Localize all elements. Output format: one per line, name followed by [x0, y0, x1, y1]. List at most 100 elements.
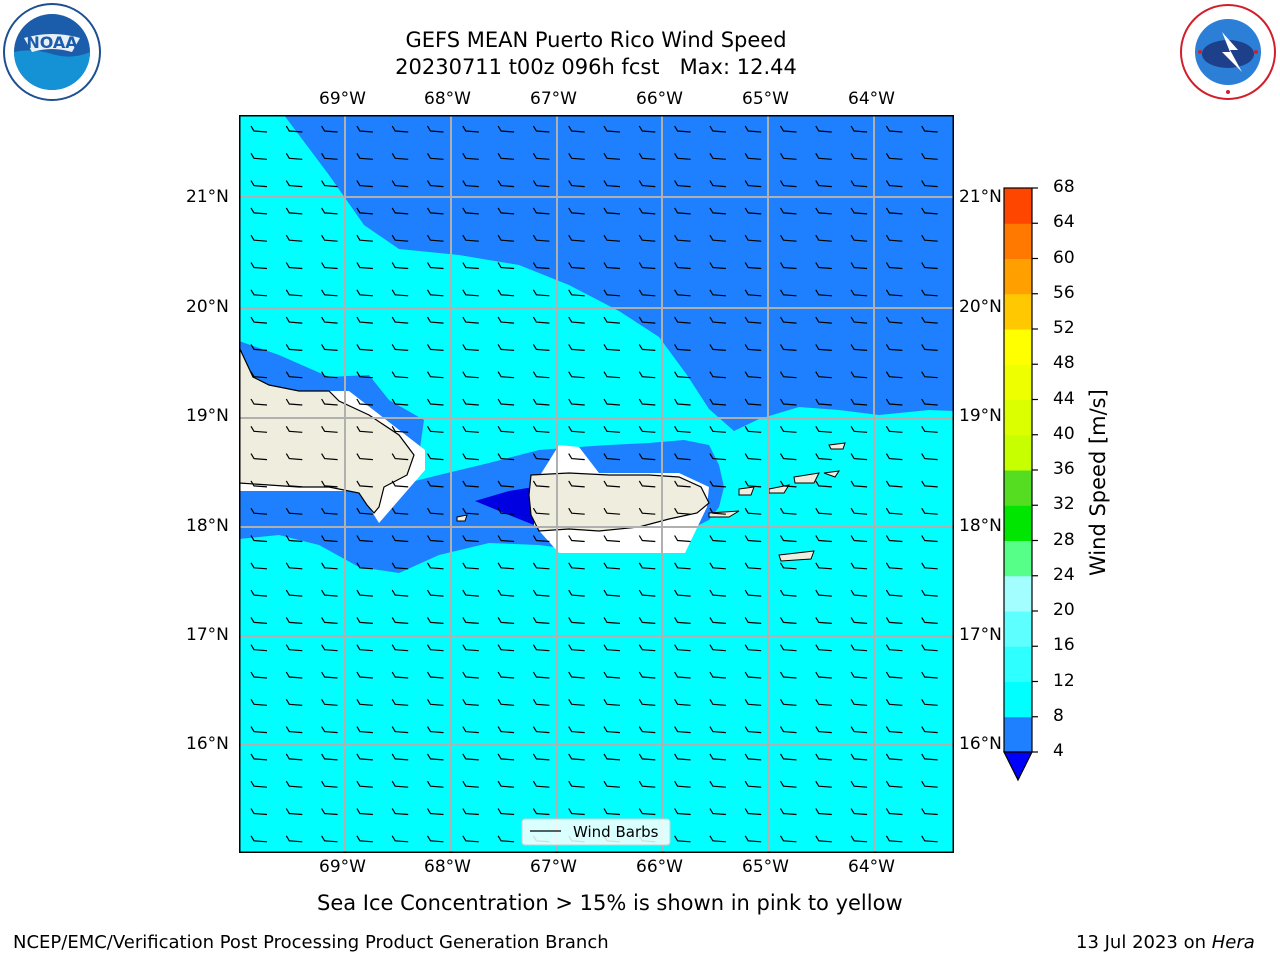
wind-barb [497, 507, 515, 515]
wind-barb [462, 726, 479, 734]
wind-barb [603, 371, 621, 379]
wind-barb [674, 371, 691, 379]
wind-barb [356, 507, 373, 515]
wind-barb [250, 835, 268, 843]
wind-barb [815, 644, 832, 652]
wind-barb [497, 835, 515, 843]
wind-barb [815, 535, 832, 543]
wind-barb [885, 617, 903, 624]
wind-barb [921, 344, 938, 351]
wind-barb [921, 234, 938, 242]
wind-barb [779, 289, 797, 297]
colorbar-segment [1004, 470, 1032, 506]
wind-barb [285, 289, 303, 297]
wind-barb [321, 207, 338, 215]
wind-barb [815, 180, 832, 188]
colorbar-segment [1004, 646, 1032, 682]
wind-barb [321, 698, 338, 706]
colorbar-tick-label: 8 [1053, 705, 1064, 726]
wind-barb [285, 780, 303, 788]
wind-barb [532, 344, 550, 351]
wind-barb [321, 398, 338, 406]
wind-barb [321, 453, 338, 461]
wind-barb [391, 344, 409, 351]
wind-barb [568, 589, 585, 597]
wind-barbs [250, 125, 938, 843]
wind-barb [462, 207, 479, 215]
wind-barb [921, 289, 938, 297]
wind-barb [850, 726, 868, 734]
wind-barb [638, 289, 656, 297]
wind-barb [426, 562, 444, 570]
wind-barb [674, 344, 691, 351]
wind-barb [850, 398, 868, 406]
wind-barb [497, 207, 515, 215]
wind-barb [321, 344, 338, 351]
wind-barb [709, 780, 726, 788]
colorbar-tick-label: 68 [1053, 177, 1075, 197]
wind-barb [744, 589, 762, 597]
wind-barb [426, 453, 444, 461]
wind-barb [462, 234, 479, 242]
wind-barb [391, 644, 409, 652]
lat-label-left: 20°N [186, 297, 229, 317]
wind-barb [815, 808, 832, 816]
wind-barb [426, 207, 444, 215]
wind-barb [850, 644, 868, 652]
colorbar-tick-label: 60 [1053, 247, 1075, 268]
wind-barb [497, 698, 515, 706]
wind-barb [744, 808, 762, 816]
wind-barb [921, 125, 938, 133]
wind-barb [674, 180, 691, 188]
wind-barbs-legend: Wind Barbs [521, 818, 671, 846]
wind-barb [921, 480, 938, 488]
sea-ice-note: Sea Ice Concentration > 15% is shown in … [317, 891, 903, 915]
wind-barb [391, 698, 409, 706]
lon-label-bottom: 65°W [742, 857, 789, 877]
wind-barb [815, 480, 832, 488]
graticule [239, 115, 954, 853]
wind-barb [638, 808, 656, 816]
wind-barb [285, 507, 303, 515]
wind-barb [391, 262, 409, 270]
wind-barb [744, 535, 762, 543]
wind-barb [568, 453, 585, 461]
wind-barb [391, 234, 409, 242]
wind-barb [603, 671, 621, 679]
wind-barb [285, 180, 303, 188]
wind-barb [779, 835, 797, 843]
wind-barb [921, 180, 938, 188]
wind-barb [709, 207, 726, 215]
wind-barb [426, 698, 444, 706]
colorbar-tick-label: 64 [1053, 212, 1075, 233]
map-frame [239, 115, 954, 853]
lat-label-left: 21°N [186, 187, 229, 207]
wind-barb [568, 644, 585, 652]
wind-barb [850, 453, 868, 461]
wind-barb [285, 398, 303, 406]
virgin-islands-land [738, 486, 755, 496]
virgin-gorda-land [793, 472, 820, 484]
wind-barb [674, 562, 691, 570]
wind-barb [744, 289, 762, 297]
wind-barb [850, 698, 868, 706]
wind-barb [744, 480, 762, 488]
wind-barb [638, 698, 656, 706]
wind-barb [285, 453, 303, 461]
wind-barb [709, 562, 726, 570]
wind-barb [744, 726, 762, 734]
wind-barb [885, 152, 903, 160]
colorbar-tick-label: 12 [1053, 670, 1075, 691]
wind-barb [709, 535, 726, 543]
wind-barb [321, 617, 338, 624]
wind-barb [426, 425, 444, 433]
wind-barb [709, 152, 726, 160]
wind-barb [497, 125, 515, 133]
wind-barb [250, 371, 268, 379]
wind-barb [779, 726, 797, 734]
wind-barb [285, 316, 303, 324]
lon-label-top: 66°W [636, 89, 683, 109]
wind-barb [356, 207, 373, 215]
wind-barb [779, 180, 797, 188]
wind-barb [674, 152, 691, 160]
